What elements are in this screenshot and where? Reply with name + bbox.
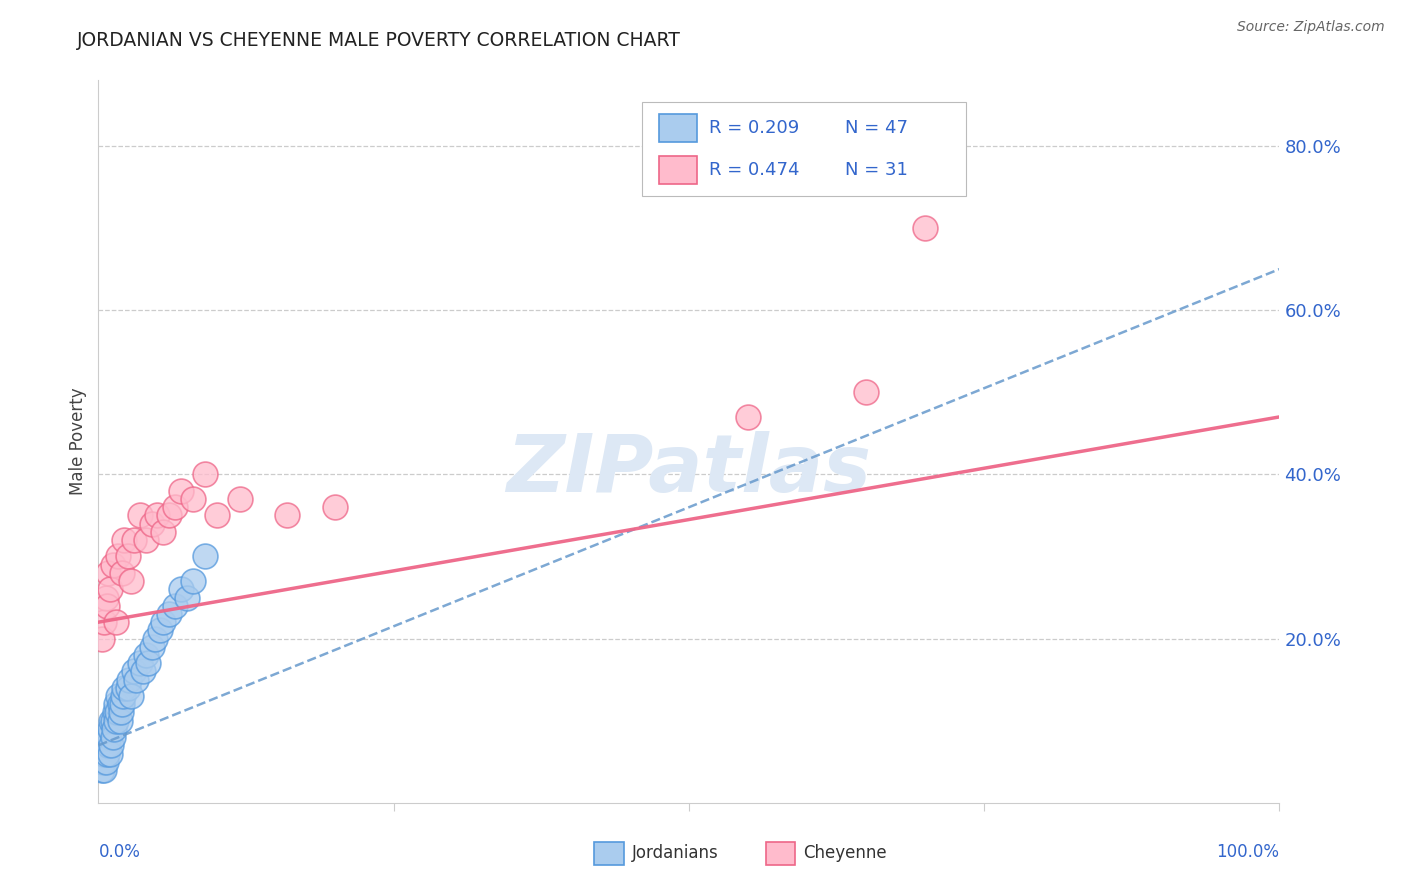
Point [96, 739, 118, 753]
Point [170, 582, 193, 597]
Point [97, 566, 120, 580]
Point [135, 533, 157, 547]
FancyBboxPatch shape [641, 102, 966, 196]
Point [117, 681, 139, 695]
FancyBboxPatch shape [659, 156, 697, 184]
Text: ZIPatlas: ZIPatlas [506, 432, 872, 509]
Point [737, 409, 759, 424]
Text: N = 31: N = 31 [845, 161, 908, 179]
Point [323, 500, 346, 515]
Point [170, 483, 193, 498]
Point [135, 648, 157, 662]
Point [105, 714, 128, 728]
Point [143, 632, 166, 646]
Point [105, 615, 128, 630]
Point [111, 698, 134, 712]
Point [194, 549, 217, 564]
Point [93, 615, 115, 630]
Point [136, 657, 159, 671]
Point [100, 739, 122, 753]
Point [121, 689, 143, 703]
Point [112, 533, 135, 547]
Point [98, 730, 121, 744]
Point [101, 558, 124, 572]
Point [96, 599, 118, 613]
Point [128, 508, 150, 523]
Text: Source: ZipAtlas.com: Source: ZipAtlas.com [1237, 20, 1385, 34]
FancyBboxPatch shape [659, 114, 697, 142]
Point [110, 706, 132, 720]
Point [91, 632, 114, 646]
Text: R = 0.474: R = 0.474 [709, 161, 800, 179]
Point [229, 491, 252, 506]
Point [152, 524, 174, 539]
Point [107, 689, 129, 703]
Text: JORDANIAN VS CHEYENNE MALE POVERTY CORRELATION CHART: JORDANIAN VS CHEYENNE MALE POVERTY CORRE… [77, 31, 681, 50]
Point [157, 508, 180, 523]
Text: Cheyenne: Cheyenne [803, 845, 887, 863]
Point [121, 574, 143, 588]
Point [118, 673, 141, 687]
Point [146, 508, 169, 523]
Point [125, 673, 148, 687]
Point [194, 467, 217, 482]
Y-axis label: Male Poverty: Male Poverty [69, 388, 87, 495]
Point [165, 500, 187, 515]
Point [165, 599, 187, 613]
Point [132, 665, 155, 679]
FancyBboxPatch shape [595, 842, 624, 865]
Point [104, 706, 127, 720]
Point [141, 516, 163, 531]
Point [98, 747, 121, 761]
Point [122, 665, 145, 679]
Point [97, 739, 120, 753]
Point [205, 508, 228, 523]
Point [94, 755, 117, 769]
Point [111, 566, 134, 580]
Point [107, 549, 129, 564]
Point [108, 714, 131, 728]
Point [157, 607, 180, 621]
Point [149, 624, 172, 638]
Point [276, 508, 298, 523]
Point [97, 730, 120, 744]
Text: 0.0%: 0.0% [98, 843, 141, 861]
Point [108, 698, 131, 712]
Point [94, 591, 117, 605]
Point [101, 714, 124, 728]
Point [91, 763, 114, 777]
Point [112, 689, 135, 703]
Point [101, 730, 124, 744]
Point [96, 747, 118, 761]
Point [914, 221, 936, 235]
Point [122, 533, 145, 547]
Point [176, 591, 198, 605]
Point [105, 698, 128, 712]
Text: R = 0.209: R = 0.209 [709, 119, 799, 137]
Point [181, 491, 204, 506]
Point [855, 385, 877, 400]
Point [103, 722, 125, 736]
Point [98, 722, 121, 736]
Point [152, 615, 174, 630]
Text: Jordanians: Jordanians [633, 845, 718, 863]
Point [128, 657, 150, 671]
Point [117, 549, 139, 564]
Point [181, 574, 204, 588]
Point [91, 755, 114, 769]
Point [112, 681, 135, 695]
Point [93, 747, 115, 761]
Point [93, 763, 115, 777]
Point [105, 706, 128, 720]
Point [100, 714, 122, 728]
Point [141, 640, 163, 654]
Text: 100.0%: 100.0% [1216, 843, 1279, 861]
FancyBboxPatch shape [766, 842, 796, 865]
Point [98, 582, 121, 597]
Text: N = 47: N = 47 [845, 119, 908, 137]
